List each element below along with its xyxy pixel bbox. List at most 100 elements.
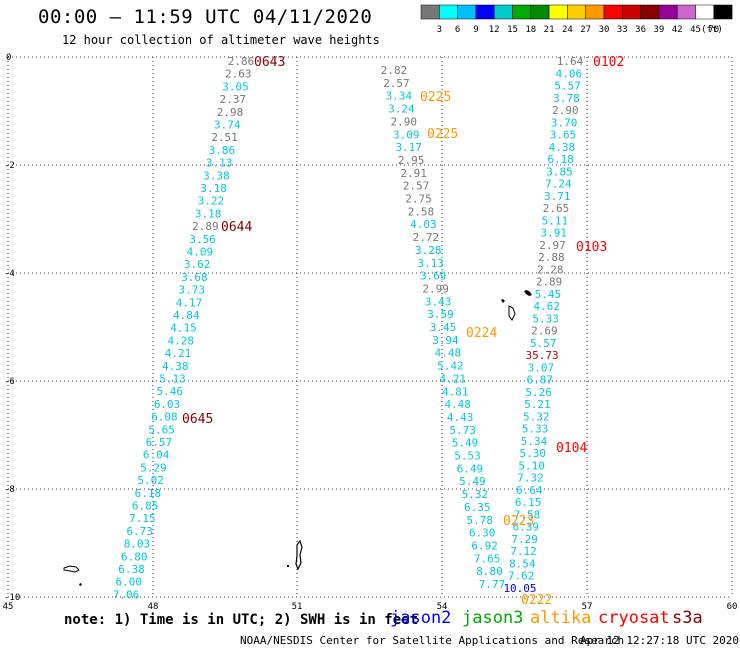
pass-time-labels: 0643 0644 0645 0225 0225 0224 0223 0222 0102 0103… [182, 55, 624, 608]
wave-height-value: 7.29 [511, 533, 538, 546]
wave-height-value: 2.97 [539, 239, 566, 252]
wave-height-value: 5.78 [467, 514, 494, 527]
wave-height-value: 6.00 [115, 576, 142, 589]
y-tick-label: -4 [4, 269, 15, 279]
wave-height-value: 3.38 [203, 169, 230, 182]
pass-time-label: 0225 [420, 90, 451, 105]
wave-height-value: 3.09 [393, 128, 420, 141]
colorbar-legend: 3 6 9 12 15 18 21 24 27 30 33 36 39 42 45 70(ft) [420, 4, 733, 35]
colorbar-label: 15 [507, 25, 518, 35]
colorbar-label: 18 [525, 25, 536, 35]
wave-height-value: 6.03 [154, 398, 181, 411]
wave-height-value: 7.15 [129, 512, 156, 525]
wave-height-value: 5.73 [449, 424, 476, 437]
wave-height-value: 2.90 [552, 104, 579, 117]
legend-s3a: s3a [672, 608, 703, 628]
colorbar-swatch [622, 4, 641, 20]
wave-height-value: 3.22 [198, 195, 225, 208]
y-tick-label: -2 [4, 161, 15, 171]
footer-note: note: 1) Time is in UTC; 2) SWH is in fe… [64, 612, 419, 628]
wave-height-value: 4.62 [533, 300, 560, 313]
colorbar-swatch [475, 4, 495, 20]
wave-height-value: 7.62 [508, 570, 535, 583]
wave-height-value: 6.92 [471, 539, 498, 552]
wave-height-value: 3.34 [386, 90, 413, 103]
wave-height-value: 4.21 [165, 347, 192, 360]
colorbar-label: 9 [473, 25, 478, 35]
wave-height-value: 35.73 [526, 349, 559, 362]
x-tick-label: 57 [582, 602, 593, 612]
legend-jason2: jason2 [390, 608, 452, 628]
x-tick-label: 54 [437, 602, 448, 612]
colorbar-label: 3 [437, 25, 442, 35]
wave-height-value: 5.65 [148, 423, 175, 436]
colorbar-swatch [676, 4, 696, 20]
wave-height-value: 10.05 [503, 582, 536, 595]
wave-height-value: 3.74 [214, 119, 241, 132]
wave-height-value: 6.04 [143, 449, 170, 462]
wave-height-value: 2.88 [538, 251, 565, 264]
wave-height-value: 5.33 [522, 423, 549, 436]
colorbar-label: 36 [635, 25, 646, 35]
wave-height-value: 4.84 [173, 309, 200, 322]
wave-height-value: 3.56 [189, 233, 216, 246]
wave-height-value: 7.58 [514, 508, 541, 521]
wave-height-value: 2.69 [531, 325, 558, 338]
wave-height-value: 7.65 [474, 552, 501, 565]
wave-height-value: 3.94 [432, 334, 459, 347]
pass-time-label: 0104 [556, 441, 587, 456]
wave-height-value: 4.38 [162, 360, 189, 373]
pass-time-label: 0643 [254, 55, 285, 70]
wave-height-value: 7.06 [113, 588, 140, 601]
map-title: 00:00 – 11:59 UTC 04/11/2020 [38, 6, 373, 28]
wave-height-value: 3.91 [540, 227, 567, 240]
wave-height-value: 2.37 [220, 93, 247, 106]
wave-height-value: 4.17 [176, 296, 203, 309]
colorbar-swatch [512, 4, 532, 20]
wave-height-value: 2.58 [408, 205, 435, 218]
wave-height-value: 5.49 [452, 437, 479, 450]
colorbar-swatch [658, 4, 678, 20]
wave-height-value: 6.49 [457, 462, 484, 475]
wave-height-value: 3.85 [546, 165, 573, 178]
wave-height-value: 6.85 [132, 500, 159, 513]
legend-jason3: jason3 [462, 608, 524, 628]
wave-height-value: 3.24 [388, 103, 415, 116]
wave-height-value: 6.35 [464, 501, 491, 514]
wave-height-value: 5.57 [530, 337, 557, 350]
wave-height-value: 4.28 [168, 334, 195, 347]
wave-height-value: 2.75 [405, 193, 432, 206]
wave-height-value: 6.38 [118, 563, 145, 576]
pass-time-label: 0103 [576, 240, 607, 255]
wave-height-value: 5.02 [137, 474, 164, 487]
pass-time-label: 0645 [182, 412, 213, 427]
wave-height-value: 3.59 [427, 308, 454, 321]
wave-height-value: 3.78 [553, 92, 580, 105]
wave-height-value: 6.73 [126, 525, 153, 538]
wave-height-value: 8.54 [509, 557, 536, 570]
wave-height-value: 4.48 [444, 398, 471, 411]
axis-ticks: 45 48 51 54 57 60 0 -2 -4 -6 -8 -10 [3, 53, 738, 612]
footer-credit: NOAA/NESDIS Center for Satellite Applica… [240, 634, 625, 647]
y-tick-label: -8 [4, 485, 15, 495]
colorbar-unit: (ft) [701, 25, 723, 35]
wave-height-value: 4.38 [549, 141, 576, 154]
wave-height-value: 3.45 [430, 321, 457, 334]
wave-height-value: 2.57 [403, 180, 430, 193]
wave-height-value: 3.65 [550, 129, 577, 142]
wave-height-value: 6.18 [135, 487, 162, 500]
x-tick-label: 51 [292, 602, 303, 612]
wave-height-tracks: 2.862.633.052.372.983.742.513.863.133.38… [113, 55, 584, 601]
wave-height-value: 4.48 [435, 347, 462, 360]
colorbar-label: 12 [489, 25, 500, 35]
wave-height-value: 2.28 [537, 263, 564, 276]
wave-height-value: 5.13 [159, 373, 186, 386]
wave-height-value: 4.15 [170, 322, 197, 335]
pass-time-label: 0224 [466, 326, 497, 341]
wave-height-value: 5.42 [437, 360, 464, 373]
wave-height-value: 3.70 [551, 116, 578, 129]
wave-height-value: 6.80 [121, 550, 148, 563]
wave-height-value: 2.99 [422, 282, 449, 295]
y-tick-label: -6 [4, 377, 15, 387]
colorbar-swatch [530, 4, 550, 20]
